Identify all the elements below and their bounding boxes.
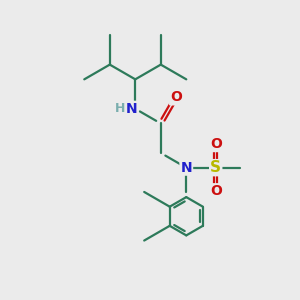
Text: N: N — [126, 102, 138, 116]
Text: N: N — [181, 161, 192, 175]
Text: O: O — [210, 184, 222, 198]
Text: S: S — [210, 160, 221, 175]
Text: O: O — [210, 137, 222, 151]
Text: O: O — [170, 90, 182, 104]
Text: H: H — [115, 102, 125, 115]
